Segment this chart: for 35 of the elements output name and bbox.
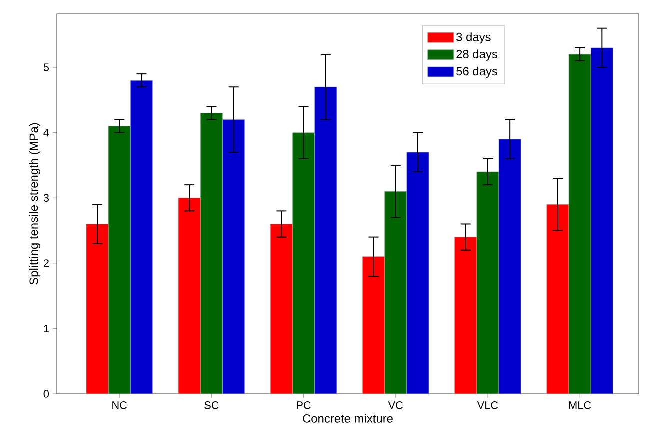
bar [499, 139, 522, 394]
bar [454, 237, 477, 394]
x-tick-label: PC [297, 402, 311, 410]
legend-label: 3 days [456, 32, 491, 44]
x-axis-title: Concrete mixture [303, 414, 393, 423]
bar [362, 256, 385, 394]
bar [108, 126, 131, 394]
y-tick-label: 3 [44, 194, 49, 202]
y-tick-label: 2 [44, 260, 49, 268]
bar [86, 224, 109, 394]
y-tick-label: 1 [44, 324, 49, 332]
bar [476, 172, 500, 394]
x-tick-label: VLC [477, 402, 498, 410]
bar [406, 152, 430, 394]
legend-label: 56 days [456, 66, 498, 78]
x-tick-label: MLC [569, 402, 592, 410]
bar [292, 132, 315, 394]
bar [178, 198, 201, 394]
y-tick-label: 0 [44, 390, 50, 398]
bar [384, 192, 407, 394]
legend-label: 28 days [456, 50, 498, 61]
bar [590, 48, 614, 394]
bar [270, 224, 293, 394]
x-tick-label: VC [388, 402, 404, 410]
x-tick-label: SC [204, 402, 219, 410]
bar [130, 80, 153, 394]
bar [200, 113, 223, 394]
bar [314, 87, 337, 394]
y-axis-title: Splitting tensile strength (MPa) [29, 123, 41, 285]
x-tick-label: NC [112, 402, 128, 410]
bar [568, 54, 592, 394]
y-tick-label: 5 [44, 64, 50, 72]
bar [222, 120, 245, 394]
bar [546, 204, 570, 394]
y-tick-label: 4 [44, 129, 50, 137]
